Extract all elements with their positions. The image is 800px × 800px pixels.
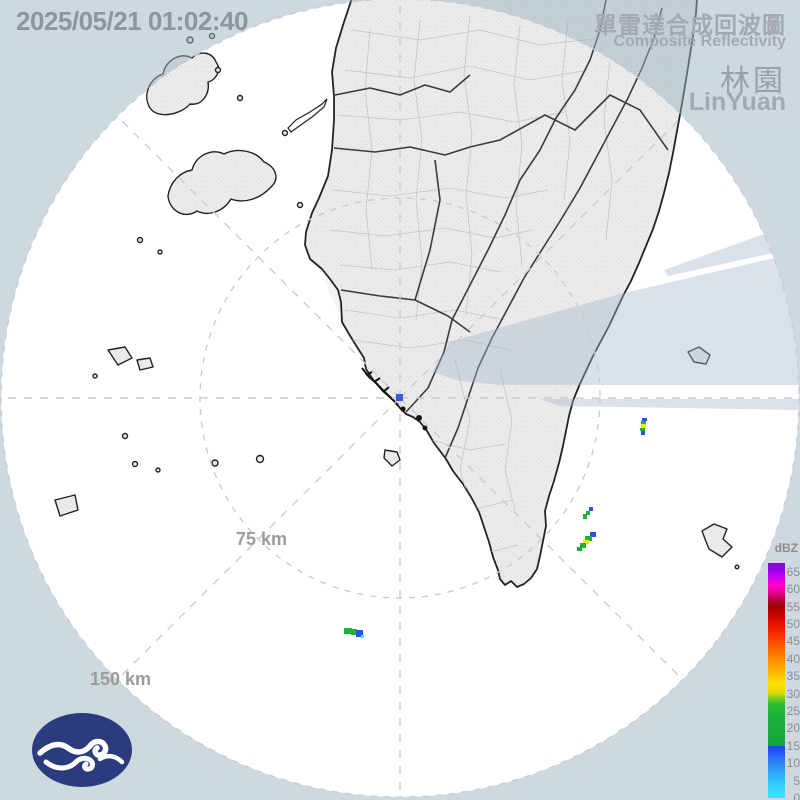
colorbar-tick: 10 bbox=[786, 756, 800, 771]
echo-cell bbox=[580, 543, 586, 548]
range-label-75km: 75 km bbox=[236, 529, 288, 549]
colorbar-tick: 20 bbox=[786, 721, 800, 736]
colorbar-tick: 0 bbox=[793, 791, 800, 800]
echo-cell bbox=[590, 532, 596, 537]
colorbar-unit-label: dBZ bbox=[774, 541, 798, 555]
echo-cell bbox=[641, 421, 646, 424]
echo-cell bbox=[583, 540, 589, 544]
colorbar-tick: 30 bbox=[786, 686, 800, 701]
echo-cell bbox=[351, 629, 357, 635]
station-name-english: LinYuan bbox=[688, 88, 786, 116]
harbor-structures bbox=[361, 367, 428, 431]
colorbar-tick: 15 bbox=[786, 738, 800, 753]
colorbar-tick: 5 bbox=[793, 773, 800, 788]
offshore-islands bbox=[383, 346, 740, 570]
echo-cell bbox=[361, 635, 364, 638]
range-label-150km: 150 km bbox=[90, 669, 152, 689]
colorbar-tick: 35 bbox=[786, 669, 800, 684]
colorbar-tick: 25 bbox=[786, 703, 800, 718]
timestamp: 2025/05/21 01:02:40 bbox=[16, 6, 248, 36]
echo-cell bbox=[642, 418, 647, 421]
colorbar-tick: 65 bbox=[786, 564, 800, 579]
echo-cell bbox=[641, 424, 646, 428]
colorbar-tick: 40 bbox=[786, 651, 800, 666]
echo-cell bbox=[586, 511, 590, 515]
radar-site-marker bbox=[396, 394, 403, 401]
station-name-chinese: 林園 bbox=[720, 65, 786, 98]
echo-cell bbox=[589, 507, 593, 511]
county-boundaries bbox=[333, 0, 669, 459]
echo-cell bbox=[641, 431, 645, 435]
colorbar-tick: 45 bbox=[786, 634, 800, 649]
echo-cell bbox=[640, 428, 645, 431]
island-lanyu bbox=[701, 523, 733, 558]
cwa-logo bbox=[32, 713, 132, 787]
colorbar-gradient bbox=[768, 563, 785, 798]
echo-cell bbox=[583, 514, 587, 519]
product-title-chinese: 單雷達合成回波圖 bbox=[594, 12, 786, 38]
island-liuqiu bbox=[383, 449, 401, 467]
island-green-island bbox=[687, 346, 711, 365]
radar-site-square bbox=[396, 394, 403, 401]
colorbar: dBZ 65 60 55 50 45 40 35 30 25 20 15 10 5 0 bbox=[768, 541, 800, 800]
radar-echoes bbox=[344, 418, 647, 638]
echo-cell bbox=[577, 547, 582, 551]
taiwan-mainland bbox=[304, 0, 698, 588]
product-title-english: Composite Reflectivity bbox=[613, 33, 786, 50]
colorbar-tick: 60 bbox=[786, 582, 800, 597]
echo-cell bbox=[344, 628, 352, 634]
colorbar-tick: 55 bbox=[786, 599, 800, 614]
colorbar-tick: 50 bbox=[786, 616, 800, 631]
sandbar bbox=[287, 98, 328, 133]
echo-cell bbox=[585, 536, 592, 541]
echo-cell bbox=[356, 630, 363, 637]
